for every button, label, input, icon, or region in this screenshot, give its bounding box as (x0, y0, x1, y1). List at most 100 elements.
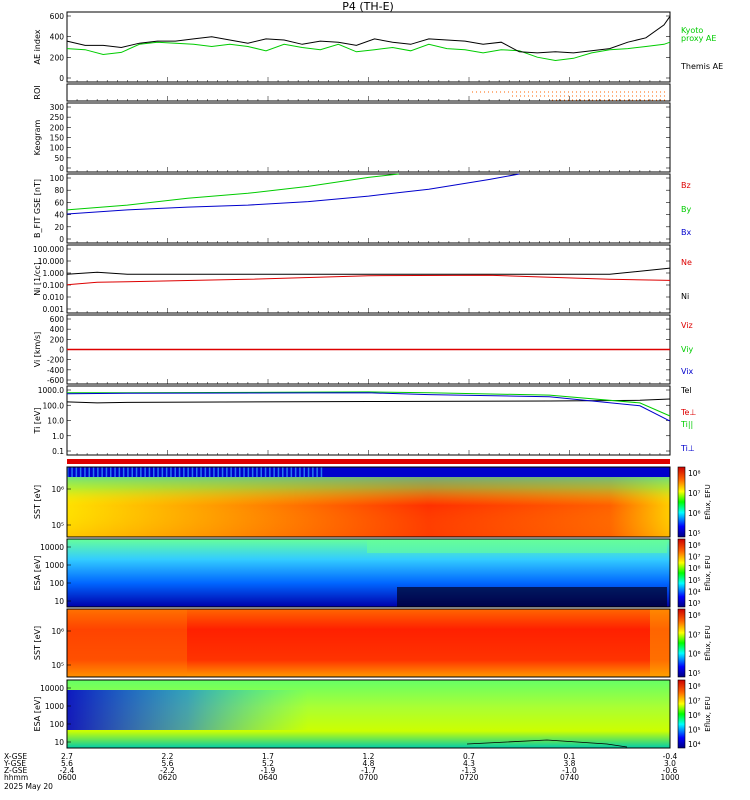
colorbar-tick-label: 10⁷ (688, 630, 701, 639)
footer-tick-x: 1.2 (363, 752, 375, 761)
y-tick-label: 10⁶ (51, 627, 64, 636)
footer-tick-x: 2.2 (162, 752, 174, 761)
heatmap-trace (466, 739, 628, 748)
y-tick-label: 10 (54, 597, 64, 606)
panel-frame (66, 244, 671, 314)
heatmap-stripe (140, 467, 142, 477)
y-tick-label: 80 (54, 186, 64, 195)
colorbar-label: Eflux, EFU (704, 696, 712, 731)
footer-tick-t: 0620 (158, 773, 177, 782)
y-tick-label: 60 (54, 198, 64, 207)
legend-entry: Themis AE (680, 62, 723, 71)
y-tick-label: 1.000 (43, 269, 65, 278)
y-axis-label: ESA [eV] (33, 697, 42, 732)
footer-tick-y: 5.6 (162, 759, 174, 768)
y-axis-label: Vi [km/s] (33, 332, 42, 368)
series-line-ne (66, 274, 671, 286)
panel-frame (66, 679, 671, 749)
y-tick-label: 400 (50, 33, 65, 42)
heatmap-stripe (157, 467, 159, 477)
footer-tick-t: 0740 (560, 773, 579, 782)
series-line-kyoto-proxy-ae (66, 41, 671, 62)
heatmap-stripe (217, 467, 219, 477)
legend-entry: Bx (681, 228, 691, 237)
colorbar-tick-label: 10⁷ (688, 553, 701, 562)
legend-entry: Ti⊥ (680, 444, 695, 453)
panel-frame (66, 466, 671, 538)
footer-row-label: Z-GSE (4, 766, 28, 775)
heatmap-stripe (88, 467, 90, 477)
footer-tick-t: 0700 (359, 773, 378, 782)
panel-frame (66, 11, 671, 83)
legend-entry: Ni (681, 292, 689, 301)
status-bar (67, 459, 670, 464)
heatmap-stripe (312, 467, 314, 477)
series-line-themis-ae (66, 16, 671, 54)
y-tick-label: 600 (50, 315, 65, 324)
colorbar-tick-label: 10⁸ (688, 611, 701, 620)
footer-tick-t: 0720 (459, 773, 478, 782)
colorbar-tick-label: 10⁵ (688, 669, 701, 678)
footer-tick-t: 0640 (258, 773, 277, 782)
y-tick-label: 600 (50, 12, 65, 21)
y-tick-label: 250 (50, 113, 65, 122)
heatmap-fill (67, 609, 670, 677)
y-tick-label: 1.0 (52, 432, 64, 441)
heatmap-stripe (71, 467, 73, 477)
heatmap-stripe (144, 467, 146, 477)
series-line-bx (66, 173, 520, 215)
legend-entry: Viz (681, 321, 693, 330)
heatmap-right-region (650, 609, 670, 677)
footer-tick-z: -1.0 (562, 766, 577, 775)
footer-tick-z: -2.4 (60, 766, 75, 775)
y-tick-label: 40 (54, 211, 64, 220)
heatmap-stripe (84, 467, 86, 477)
heatmap-stripe (269, 467, 271, 477)
heatmap-band (67, 467, 670, 477)
heatmap-stripe (320, 467, 323, 477)
footer-tick-t: 1000 (660, 773, 679, 782)
colorbar-tick-label: 10⁶ (688, 650, 701, 659)
heatmap-stripe (234, 467, 237, 477)
y-tick-label: 0 (59, 346, 64, 355)
legend-entry: Te⊥ (680, 408, 696, 417)
y-tick-label: 0.001 (43, 305, 65, 314)
colorbar-tick-label: 10³ (688, 599, 701, 608)
y-axis-label: Ni [1/cc] (33, 262, 42, 296)
colorbar-label: Eflux, EFU (704, 555, 712, 590)
heatmap-stripe (294, 467, 297, 477)
footer-tick-z: -0.6 (663, 766, 678, 775)
heatmap-stripe (191, 467, 194, 477)
footer-tick-y: 5.6 (61, 759, 73, 768)
footer-tick-x: 2.7 (61, 752, 73, 761)
colorbar (677, 466, 686, 538)
colorbar-tick-label: 10⁸ (688, 541, 701, 550)
footer-tick-z: -1.3 (462, 766, 477, 775)
chart-title: P4 (TH-E) (342, 0, 394, 13)
colorbar-tick-label: 10⁶ (688, 711, 701, 720)
y-tick-label: 1000 (45, 561, 64, 570)
legend-entry: proxy AE (681, 34, 716, 43)
y-tick-label: 100 (50, 174, 65, 183)
heatmap-stripe (307, 467, 310, 477)
y-tick-label: 150 (50, 134, 65, 143)
heatmap-stripe (316, 467, 318, 477)
y-tick-label: 0.100 (43, 281, 65, 290)
panel-frame (66, 102, 671, 173)
legend-entry: Viy (681, 345, 694, 354)
heatmap-stripe (135, 467, 138, 477)
panel-ti: 1000.0 100.0 10.0 1.0 0.1 Tel Te⊥ Ti|| Ti⊥ Ti [eV… (33, 385, 696, 456)
y-tick-label: 200 (50, 53, 65, 62)
colorbar-tick-label: 10⁴ (688, 587, 701, 596)
colorbar-tick-label: 10⁸ (688, 469, 701, 478)
y-tick-label: 100 (50, 720, 65, 729)
heatmap-left-region (67, 609, 187, 677)
panel-frame (66, 608, 671, 678)
y-axis-label: Keogram (33, 119, 42, 155)
heatmap-stripe (200, 467, 202, 477)
heatmap-stripe (114, 467, 116, 477)
